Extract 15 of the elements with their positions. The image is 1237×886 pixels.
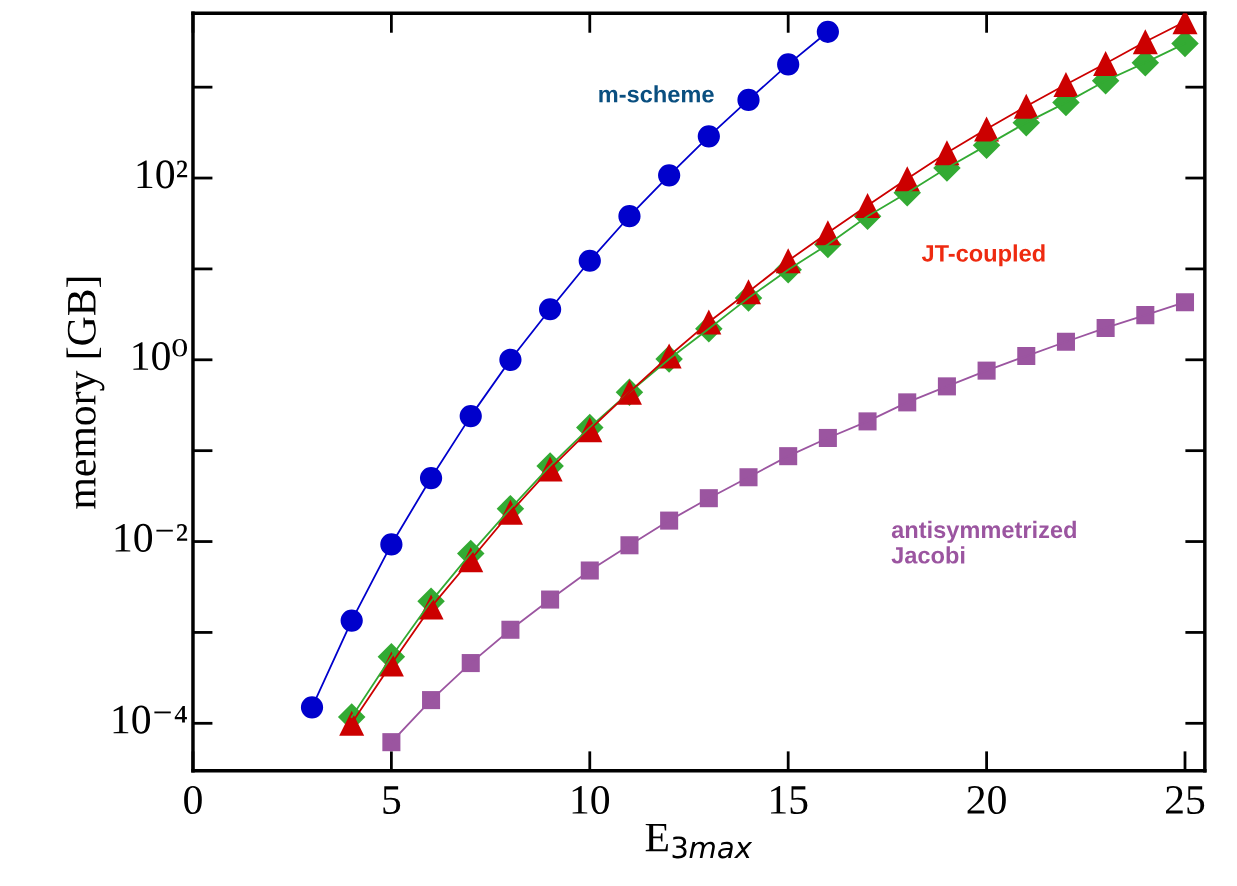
- y-tick-label: 10⁻⁴: [113, 705, 187, 734]
- y-tick-label: 10⁻²: [115, 523, 188, 552]
- x-tick-label: 5: [383, 786, 401, 815]
- series-label: m-scheme: [599, 85, 714, 103]
- text: antisymmetrized Jacobi: [891, 520, 1076, 564]
- text: JT-coupled: [921, 244, 1045, 267]
- y-axis-title: memory [GB]: [66, 277, 105, 509]
- x-tick-label: 10: [572, 785, 610, 815]
- x-tick-label: 25: [1165, 786, 1205, 815]
- x-tick-label: 20: [967, 785, 1006, 815]
- x-axis-title: E$_{3max}$: [645, 823, 753, 859]
- y-tick-label: 10⁰: [133, 338, 188, 371]
- y-tick-label: 10²: [137, 160, 188, 189]
- x-tick-label: 15: [771, 786, 808, 815]
- x-tick-label: 0: [184, 785, 202, 815]
